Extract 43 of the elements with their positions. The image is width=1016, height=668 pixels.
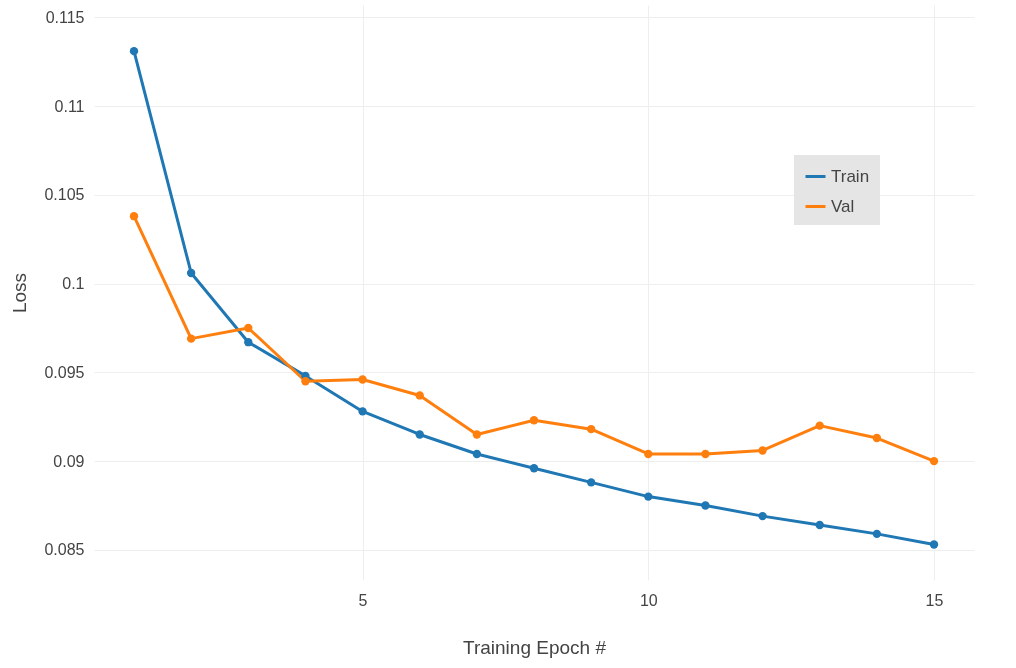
point: [472, 449, 482, 459]
point: [244, 338, 253, 347]
legend-label: Train: [831, 166, 870, 186]
point: [129, 212, 139, 221]
point: [358, 407, 367, 416]
point: [129, 46, 139, 56]
y-tick-label: 0.09: [53, 452, 85, 470]
x-tick-label: 15: [925, 591, 944, 609]
point: [472, 430, 482, 439]
point: [186, 334, 196, 343]
y-axis-title: Loss: [9, 272, 31, 314]
point: [815, 520, 824, 530]
y-tick-label: 0.085: [44, 541, 85, 559]
point: [415, 391, 424, 400]
point: [244, 323, 253, 333]
legend-label: Val: [831, 196, 855, 216]
point: [758, 446, 767, 455]
point: [415, 430, 424, 439]
point: [815, 421, 824, 430]
point: [872, 433, 882, 443]
y-tick-label: 0.11: [54, 97, 85, 115]
x-axis-title: Training Epoch #: [463, 636, 607, 658]
point: [358, 375, 367, 384]
y-tick-label: 0.105: [44, 186, 85, 204]
y-tick-label: 0.095: [44, 363, 85, 381]
point: [301, 377, 310, 386]
point: [929, 540, 939, 549]
point: [644, 492, 653, 501]
point: [529, 464, 539, 473]
point: [929, 456, 939, 466]
point: [872, 529, 882, 539]
point: [586, 424, 596, 434]
y-tick-label: 0.1: [62, 275, 85, 293]
point: [529, 416, 539, 425]
point: [701, 449, 710, 459]
y-tick-label: 0.115: [45, 8, 85, 26]
point: [758, 511, 767, 521]
point: [701, 501, 710, 510]
x-tick-label: 10: [639, 591, 658, 609]
x-tick-label: 5: [358, 591, 368, 609]
point: [586, 478, 596, 487]
point: [186, 268, 196, 278]
point: [644, 449, 653, 459]
